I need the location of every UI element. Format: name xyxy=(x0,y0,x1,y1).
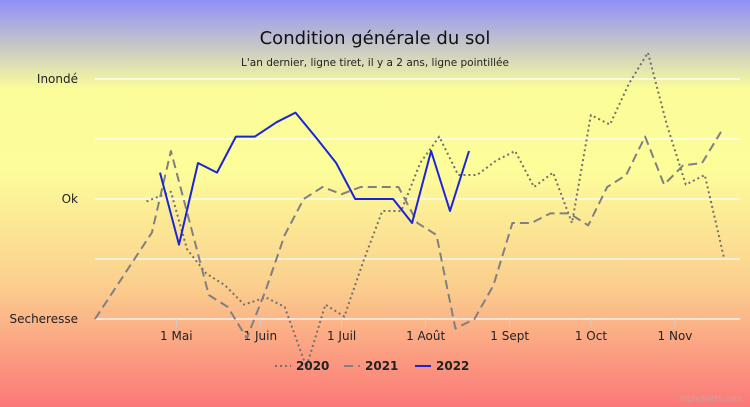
x-tick-label: 1 Oct xyxy=(575,329,607,343)
x-axis-labels: 1 Mai 1 Juin 1 Juil 1 Août 1 Sept 1 Oct 1 Nov xyxy=(160,319,692,343)
x-tick-label: 1 Sept xyxy=(490,329,529,343)
y-tick-label: Ok xyxy=(62,192,78,206)
y-tick-label: Secheresse xyxy=(9,312,78,326)
chart-title: Condition générale du sol xyxy=(260,28,491,49)
chart-subtitle: L'an dernier, ligne tiret, il y a 2 ans,… xyxy=(241,57,509,69)
series-line-2021 xyxy=(94,131,722,340)
legend-label-2022[interactable]: 2022 xyxy=(436,359,469,373)
chart-credit: Highcharts.com xyxy=(679,394,742,403)
x-tick-label: 1 Juin xyxy=(244,329,278,343)
x-tick-label: 1 Mai xyxy=(160,329,193,343)
x-tick-label: 1 Juil xyxy=(327,329,356,343)
legend-label-2021[interactable]: 2021 xyxy=(365,359,398,373)
x-tick-label: 1 Nov xyxy=(658,329,693,343)
series-line-2020 xyxy=(146,51,725,368)
legend: 2020 2021 2022 xyxy=(275,359,469,373)
y-axis-labels: Inondé Ok Secheresse xyxy=(9,72,78,326)
series-line-2022 xyxy=(159,111,470,246)
legend-label-2020[interactable]: 2020 xyxy=(296,359,329,373)
x-tick-label: 1 Août xyxy=(406,329,445,343)
series-lines xyxy=(94,51,725,368)
y-tick-label: Inondé xyxy=(37,72,78,86)
